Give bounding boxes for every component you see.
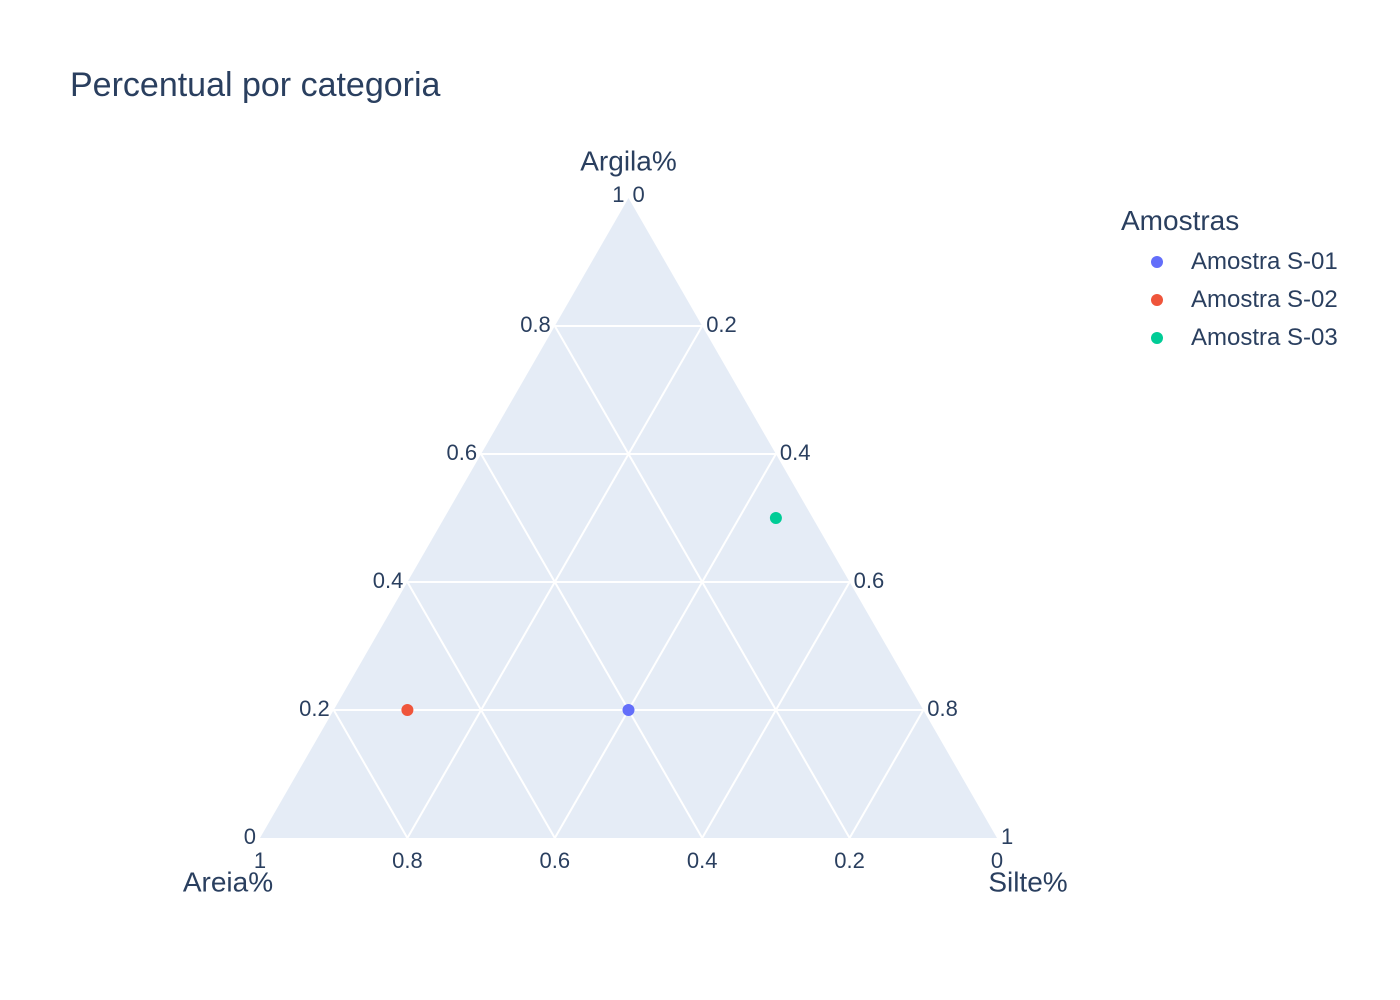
tick-label-silte: 1 (1001, 824, 1013, 849)
data-point-2 (401, 704, 414, 716)
tick-label-areia: 1 (254, 848, 266, 873)
axis-title-silte: Silte% (988, 866, 1067, 897)
tick-label-argila: 1 (612, 182, 624, 207)
tick-label-areia: 0.8 (392, 848, 423, 873)
axis-title-argila: Argila% (580, 145, 676, 176)
gridline-silte (701, 581, 851, 839)
ternary-background (260, 198, 997, 838)
tick-label-areia: 0.4 (687, 848, 718, 873)
tick-label-silte: 0.6 (854, 568, 885, 593)
legend-item-s02[interactable]: Amostra S-02 (1121, 281, 1338, 319)
tick-label-argila: 0.8 (520, 312, 551, 337)
gridline-silte (553, 453, 777, 839)
gridlines (332, 325, 925, 839)
tick-label-areia: 0.6 (540, 848, 571, 873)
gridline-areia (480, 453, 704, 839)
data-point-1 (622, 704, 635, 716)
gridline-areia (332, 709, 409, 839)
axis-title-areia: Areia% (183, 866, 273, 897)
legend-item-label: Amostra S-03 (1191, 324, 1338, 351)
legend-item-label: Amostra S-02 (1191, 286, 1338, 313)
chart-title: Percentual por categoria (70, 66, 441, 104)
data-point-3 (769, 512, 782, 524)
legend-marker-icon (1151, 256, 1163, 268)
legend-title: Amostras (1121, 205, 1240, 236)
legend-item-s01[interactable]: Amostra S-01 (1121, 243, 1338, 281)
gridline-areia (406, 581, 556, 839)
tick-label-silte: 0 (633, 182, 645, 207)
gridline-silte (848, 709, 925, 839)
legend-marker-icon (1151, 332, 1163, 344)
legend-item-s03[interactable]: Amostra S-03 (1121, 319, 1338, 357)
tick-label-areia: 0 (991, 848, 1003, 873)
tick-label-areia: 0.2 (834, 848, 865, 873)
tick-labels: 00.20.40.60.81 00.20.40.60.8100.20.40.60.… (244, 182, 1014, 873)
tick-label-argila: 0.4 (373, 568, 404, 593)
axis-titles: Argila% Areia% Silte% (183, 145, 1068, 897)
tick-label-silte: 0.8 (927, 696, 958, 721)
legend-marker-icon (1151, 294, 1163, 306)
tick-label-silte: 0.4 (780, 440, 811, 465)
tick-label-argila: 0.2 (299, 696, 330, 721)
legend-item-label: Amostra S-01 (1191, 248, 1338, 275)
tick-label-argila: 0 (244, 824, 256, 849)
data-points (401, 512, 782, 716)
tick-label-silte: 0.2 (706, 312, 737, 337)
tick-label-argila: 0.6 (447, 440, 478, 465)
legend: Amostras Amostra S-01 Amostra S-02 Amost… (1121, 205, 1338, 357)
